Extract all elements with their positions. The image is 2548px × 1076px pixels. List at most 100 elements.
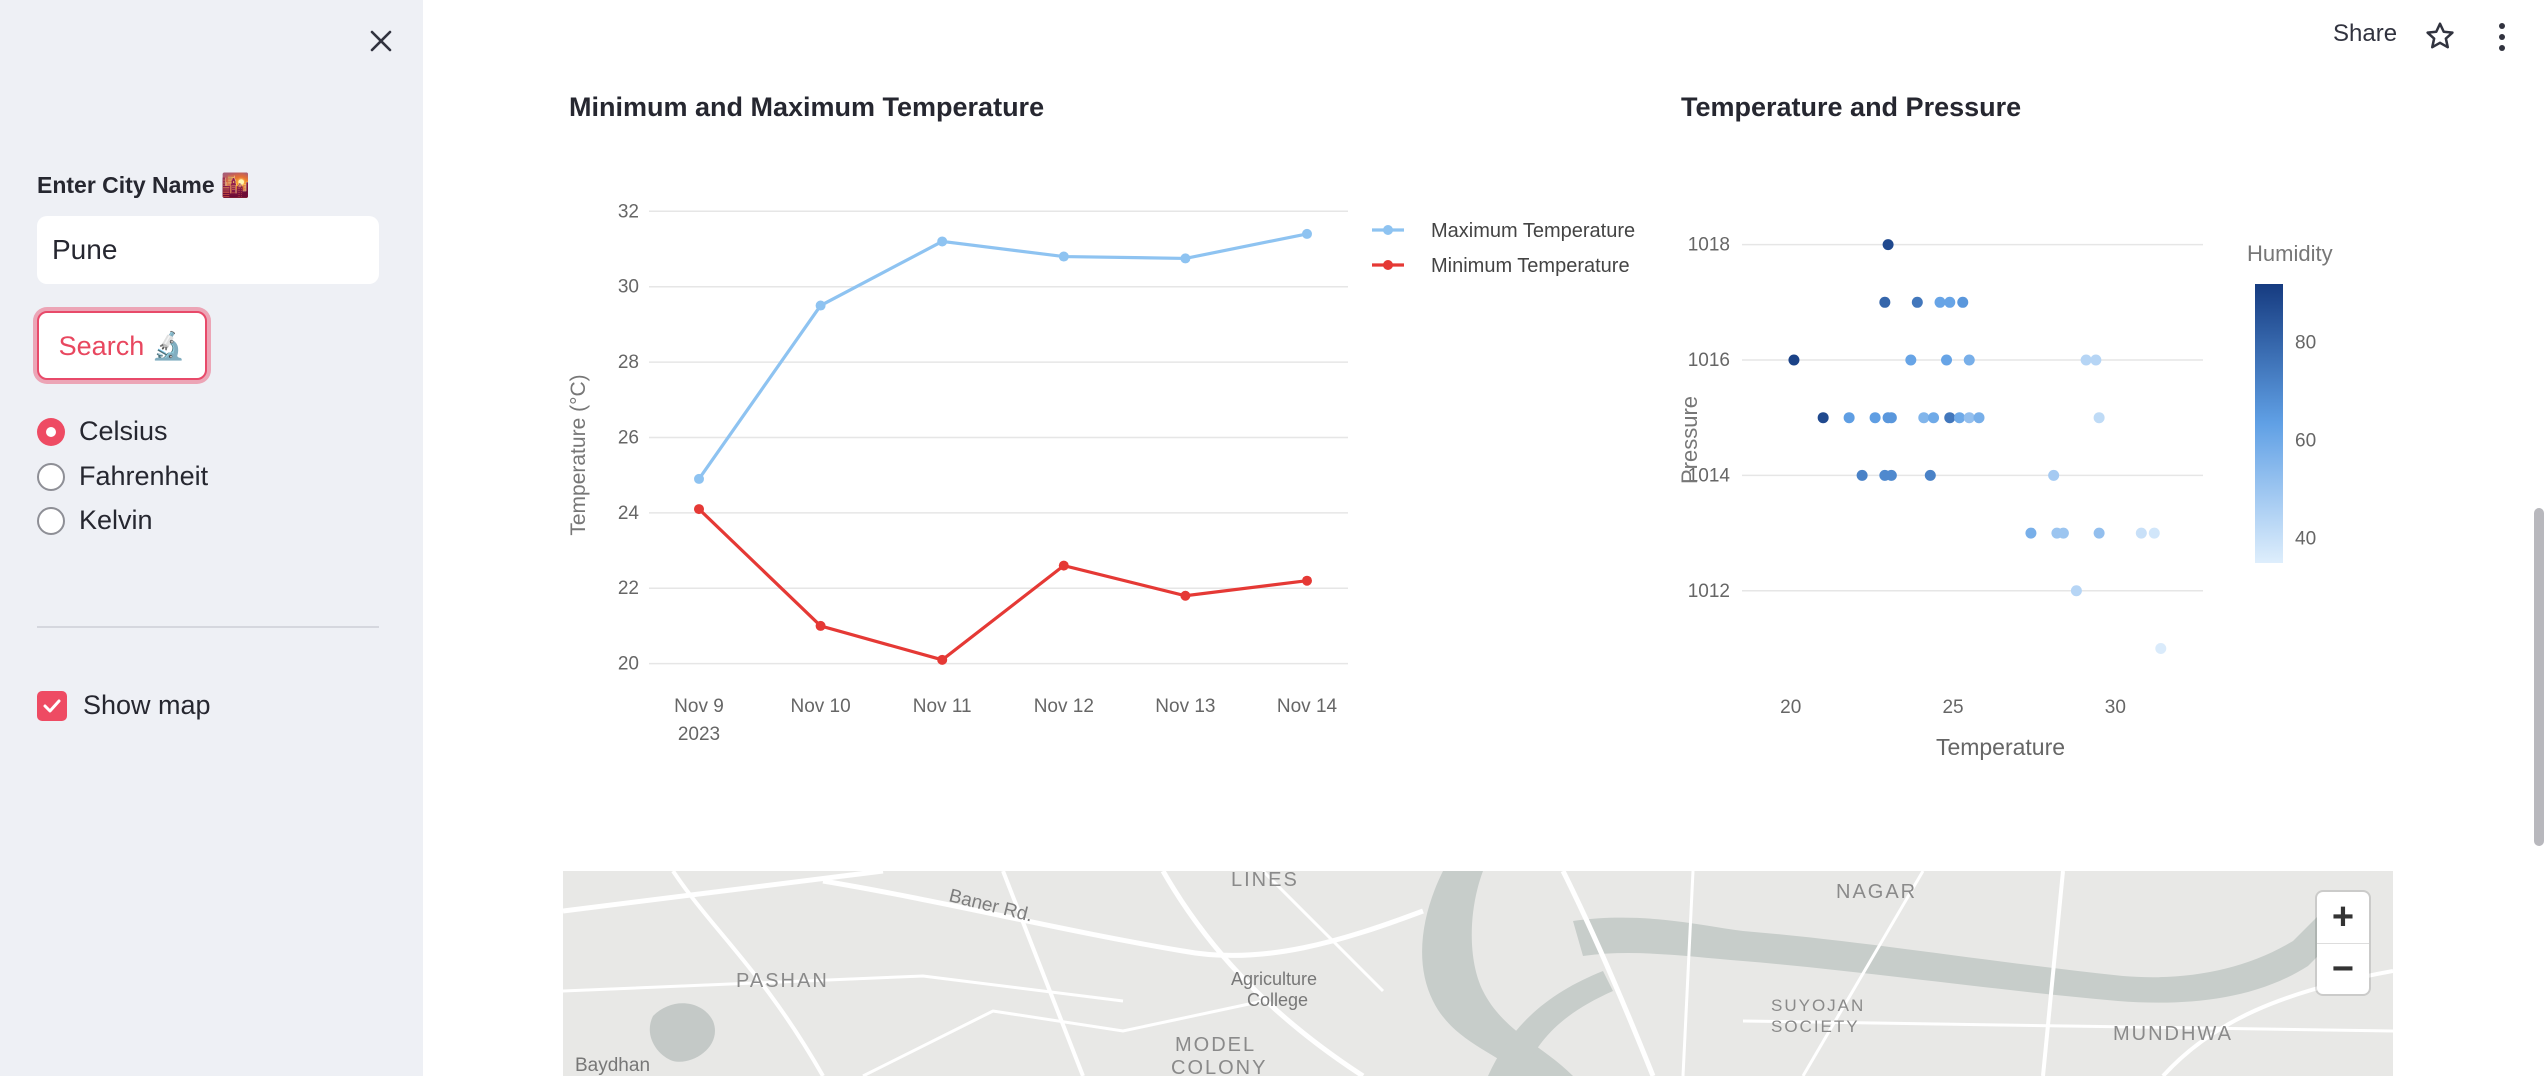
map-label: MODEL <box>1175 1034 1256 1056</box>
map-canvas[interactable]: Baner Rd. LINES PASHAN Agriculture Colle… <box>563 871 2393 1076</box>
legend-label: Minimum Temperature <box>1431 255 1630 277</box>
data-point <box>1944 296 1956 308</box>
data-point <box>1905 354 1917 366</box>
data-point <box>1934 296 1946 308</box>
radio-unselected[interactable] <box>37 506 65 535</box>
x-tick-label: Nov 9 <box>674 696 724 717</box>
unit-option-celsius[interactable]: Celsius <box>37 416 168 447</box>
data-point <box>2135 527 2147 539</box>
y-axis-label: Pressure <box>1677 396 1702 484</box>
data-point <box>1180 590 1191 601</box>
data-point <box>1869 412 1881 424</box>
city-input-label: Enter City Name 🌇 <box>37 172 250 198</box>
data-point <box>937 236 948 247</box>
unit-option-fahrenheit[interactable]: Fahrenheit <box>37 461 208 492</box>
data-point <box>1843 412 1855 424</box>
data-point <box>1058 251 1069 262</box>
y-tick-label: 28 <box>618 352 639 373</box>
close-sidebar-button[interactable] <box>362 22 400 60</box>
search-button[interactable]: Search 🔬 <box>37 311 207 380</box>
x-tick-label: Nov 12 <box>1034 696 1094 717</box>
data-point <box>1963 412 1975 424</box>
zoom-out-button[interactable]: − <box>2317 943 2369 995</box>
data-point <box>1885 412 1897 424</box>
radio-selected[interactable] <box>37 417 65 446</box>
map-label: Baydhan <box>575 1055 650 1076</box>
data-point <box>1963 354 1975 366</box>
data-point <box>2155 642 2167 654</box>
y-tick-label: 1016 <box>1688 350 1730 371</box>
city-input[interactable] <box>37 216 379 284</box>
data-point <box>1941 354 1953 366</box>
data-point <box>1856 469 1868 481</box>
series-line <box>697 232 1308 480</box>
data-point <box>2070 585 2082 597</box>
unit-option-kelvin[interactable]: Kelvin <box>37 505 153 536</box>
data-point <box>2148 527 2160 539</box>
data-point <box>1817 412 1829 424</box>
more-options-button[interactable] <box>2494 20 2510 59</box>
data-point <box>694 504 704 515</box>
y-tick-label: 1012 <box>1688 581 1730 602</box>
data-point <box>2090 354 2102 366</box>
vertical-dots-icon <box>2499 23 2505 51</box>
radio-unselected[interactable] <box>37 462 65 491</box>
x-tick-label: 25 <box>1942 697 1963 718</box>
data-point <box>2093 412 2105 424</box>
series-line <box>697 507 1308 662</box>
unit-label: Kelvin <box>79 505 153 535</box>
show-map-checkbox[interactable] <box>37 690 67 721</box>
x-axis-label: Temperature <box>1936 734 2065 760</box>
data-point <box>1058 560 1069 571</box>
data-point <box>694 473 704 484</box>
data-point <box>2057 527 2069 539</box>
y-tick-label: 1014 <box>1688 465 1731 486</box>
data-point <box>2048 469 2060 481</box>
share-button[interactable]: Share <box>2333 20 2398 47</box>
map-label: SOCIETY <box>1771 1017 1860 1036</box>
data-point <box>1788 354 1800 366</box>
data-point <box>1957 296 1969 308</box>
data-point <box>1924 469 1936 481</box>
map[interactable]: Baner Rd. LINES PASHAN Agriculture Colle… <box>563 871 2393 1076</box>
scatter-chart-title: Temperature and Pressure <box>1681 92 2022 122</box>
y-tick-label: 22 <box>618 578 639 599</box>
map-label: SUYOJAN <box>1771 996 1865 1015</box>
map-label: Agriculture <box>1231 969 1317 989</box>
x-tick-label: Nov 11 <box>913 696 972 717</box>
y-tick-label: 1018 <box>1688 235 1730 256</box>
sidebar: Enter City Name 🌇 Search 🔬 Celsius Fahre… <box>0 0 423 1076</box>
star-icon <box>2426 22 2454 49</box>
y-axis-label: Temperature (°C) <box>567 374 590 535</box>
show-map-toggle[interactable]: Show map <box>37 690 211 721</box>
data-point <box>1973 412 1985 424</box>
data-point <box>1180 253 1191 264</box>
legend-swatch-marker <box>1383 260 1393 270</box>
data-point <box>1885 469 1897 481</box>
colorbar-tick-label: 40 <box>2295 529 2316 550</box>
x-tick-sublabel: 2023 <box>678 724 720 745</box>
line-chart-title: Minimum and Maximum Temperature <box>569 92 1045 122</box>
data-point <box>1879 296 1891 308</box>
data-point <box>815 300 826 311</box>
map-label: COLONY <box>1171 1057 1267 1076</box>
data-point <box>1928 412 1940 424</box>
data-point <box>1944 412 1956 424</box>
colorbar-tick-label: 80 <box>2295 333 2316 354</box>
colorbar <box>2255 284 2283 563</box>
data-point <box>937 654 948 665</box>
data-point <box>1302 575 1312 586</box>
zoom-in-button[interactable]: + <box>2331 896 2355 938</box>
close-icon <box>370 30 392 52</box>
data-point <box>1911 296 1923 308</box>
checkmark-icon <box>43 699 61 712</box>
map-zoom-controls: + − <box>2317 892 2369 994</box>
data-point <box>1882 239 1894 251</box>
y-tick-label: 32 <box>618 201 639 222</box>
data-point <box>815 620 826 631</box>
scrollbar[interactable] <box>2534 508 2544 846</box>
star-button[interactable] <box>2424 20 2456 57</box>
data-point <box>2080 354 2092 366</box>
data-point <box>1302 228 1312 239</box>
unit-label: Fahrenheit <box>79 461 209 491</box>
